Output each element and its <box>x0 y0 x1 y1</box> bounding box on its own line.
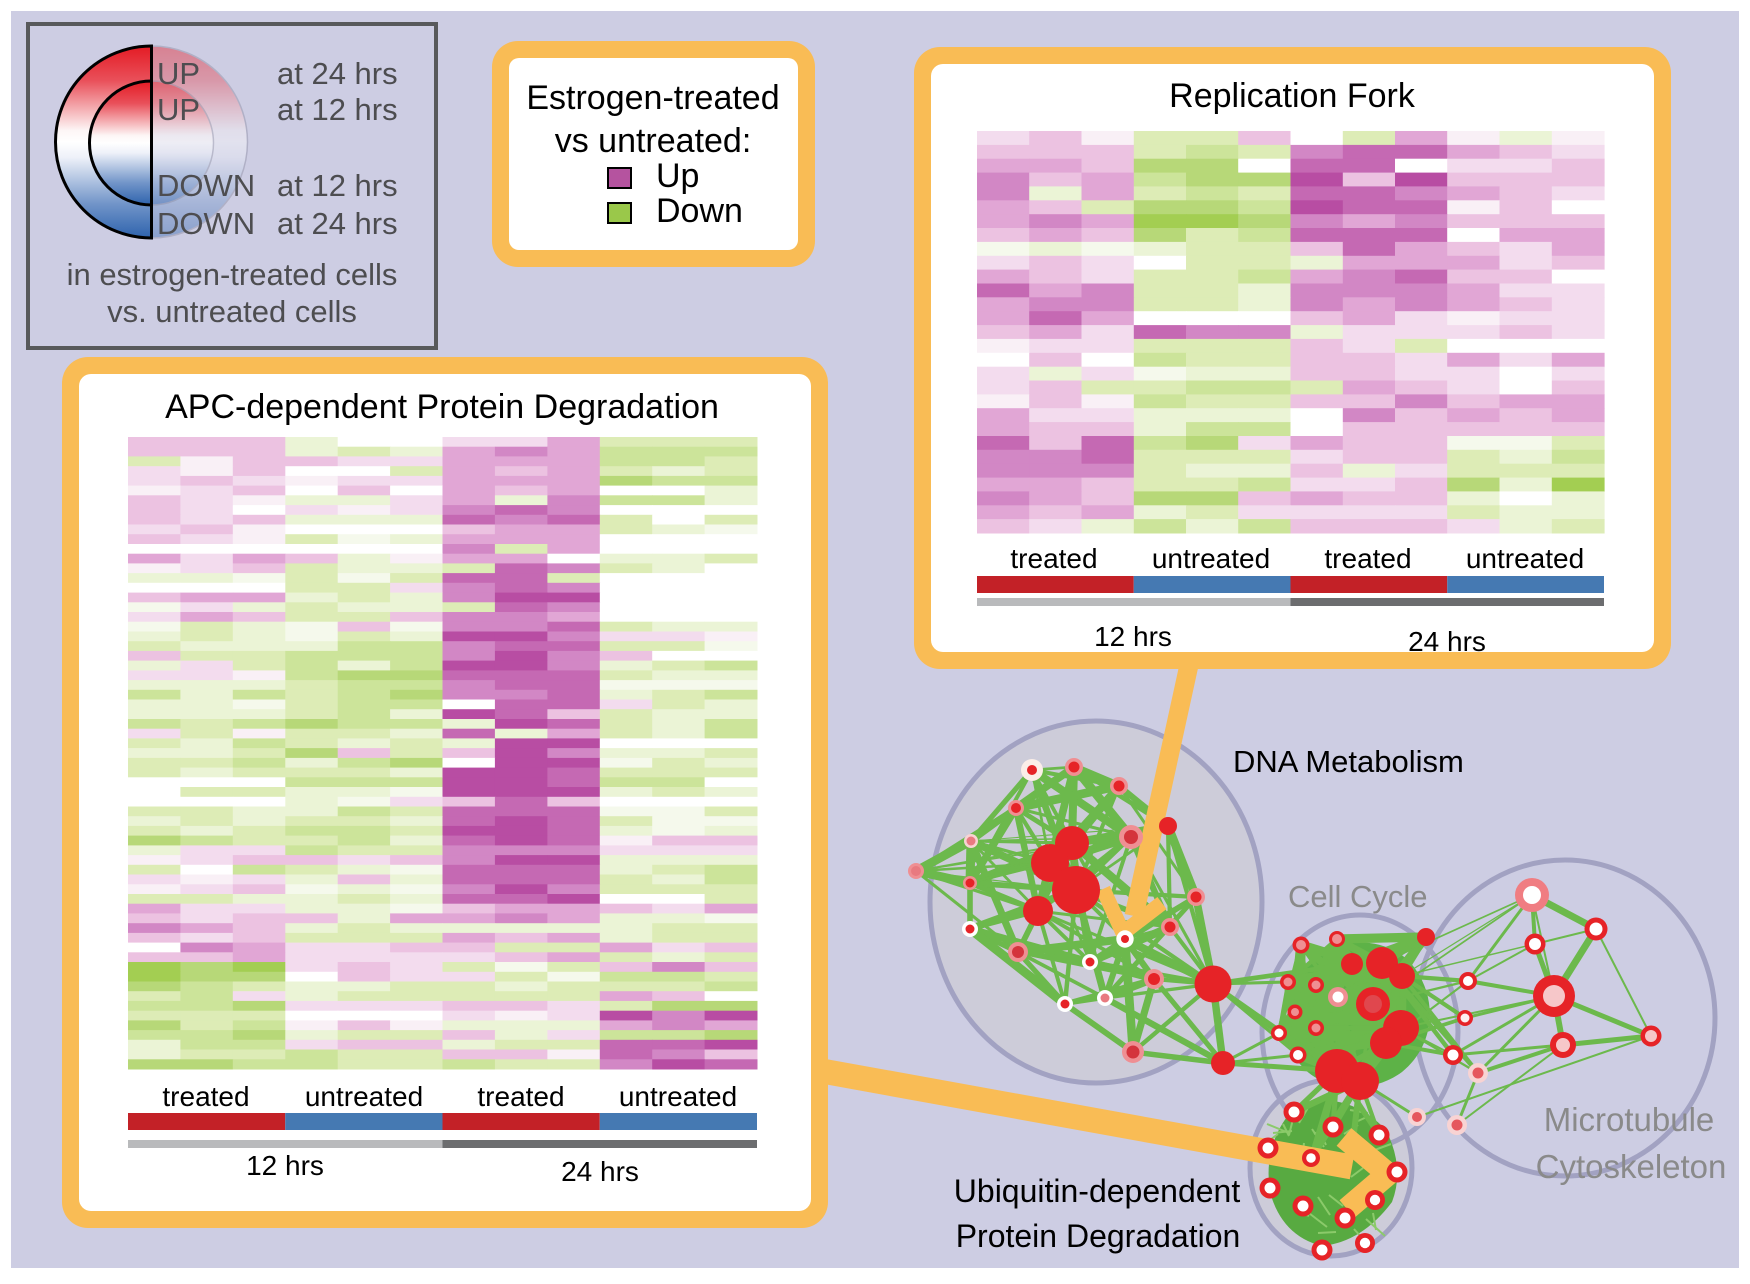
svg-text:24 hrs: 24 hrs <box>1408 626 1486 657</box>
svg-text:DOWN: DOWN <box>157 206 255 241</box>
svg-text:in estrogen-treated cells: in estrogen-treated cells <box>67 257 398 292</box>
svg-text:Replication Fork: Replication Fork <box>1169 77 1416 115</box>
svg-text:Microtubule: Microtubule <box>1544 1101 1715 1138</box>
svg-text:vs untreated:: vs untreated: <box>555 122 752 160</box>
svg-text:treated: treated <box>1324 543 1411 574</box>
svg-text:Cytoskeleton: Cytoskeleton <box>1536 1148 1727 1185</box>
svg-text:untreated: untreated <box>619 1081 737 1112</box>
svg-text:treated: treated <box>1010 543 1097 574</box>
svg-text:Estrogen-treated: Estrogen-treated <box>526 79 779 117</box>
svg-text:APC-dependent Protein Degradat: APC-dependent Protein Degradation <box>165 388 719 426</box>
svg-text:DNA Metabolism: DNA Metabolism <box>1233 744 1464 779</box>
svg-text:Up: Up <box>656 157 699 195</box>
svg-text:at 24 hrs: at 24 hrs <box>277 56 398 91</box>
svg-text:at 12 hrs: at 12 hrs <box>277 168 398 203</box>
svg-text:UP: UP <box>157 92 200 127</box>
svg-text:untreated: untreated <box>1152 543 1270 574</box>
svg-text:at 24 hrs: at 24 hrs <box>277 206 398 241</box>
svg-text:Ubiquitin-dependent: Ubiquitin-dependent <box>954 1173 1241 1209</box>
svg-text:UP: UP <box>157 56 200 91</box>
svg-text:treated: treated <box>477 1081 564 1112</box>
svg-text:DOWN: DOWN <box>157 168 255 203</box>
svg-text:24 hrs: 24 hrs <box>561 1156 639 1187</box>
svg-text:untreated: untreated <box>1466 543 1584 574</box>
svg-text:untreated: untreated <box>305 1081 423 1112</box>
svg-text:vs. untreated cells: vs. untreated cells <box>107 294 357 329</box>
svg-text:Protein Degradation: Protein Degradation <box>956 1218 1241 1254</box>
svg-text:at 12 hrs: at 12 hrs <box>277 92 398 127</box>
svg-text:12 hrs: 12 hrs <box>1094 621 1172 652</box>
svg-text:Down: Down <box>656 192 743 230</box>
svg-text:treated: treated <box>162 1081 249 1112</box>
svg-text:Cell Cycle: Cell Cycle <box>1288 879 1428 914</box>
svg-text:12 hrs: 12 hrs <box>246 1150 324 1181</box>
